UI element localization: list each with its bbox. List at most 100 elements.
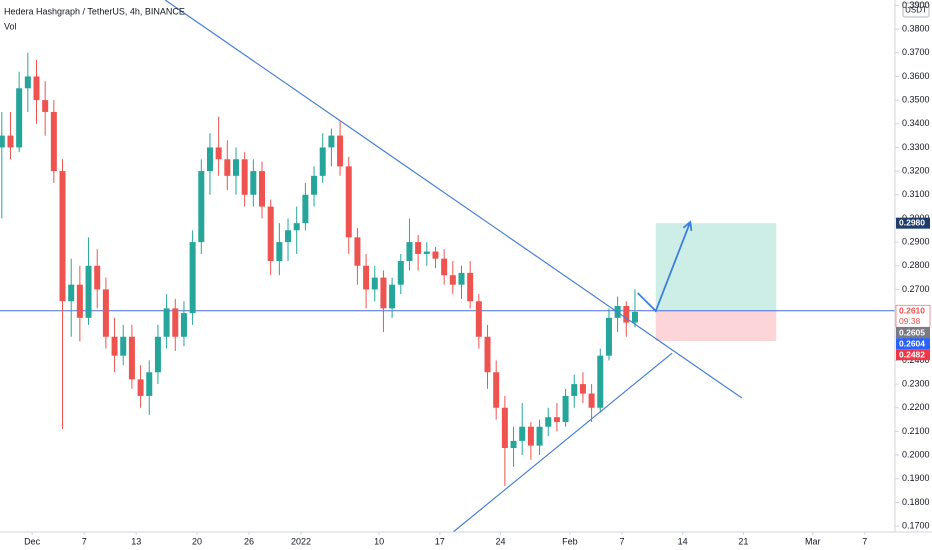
x-tick-label: 10	[374, 536, 384, 546]
candle-body	[545, 417, 552, 427]
candle-body	[605, 317, 612, 356]
candle-body	[154, 336, 161, 373]
x-tick-label: 13	[131, 536, 141, 546]
candle-body	[328, 135, 335, 148]
candle-body	[345, 166, 352, 238]
candle-body	[146, 372, 153, 396]
candle-body	[85, 265, 92, 318]
loss-zone	[655, 310, 777, 342]
arrow-head	[682, 220, 693, 232]
candle-body	[484, 336, 491, 373]
price-label: 0.2605	[899, 327, 925, 337]
x-tick-label: 24	[496, 536, 506, 546]
y-tick-label: 0.3700	[902, 47, 930, 57]
candle-body	[163, 308, 170, 337]
candle-body	[363, 265, 370, 290]
price-label: 0.2980	[899, 218, 925, 228]
x-tick-label: Dec	[24, 536, 41, 546]
candle-body	[519, 426, 526, 441]
price-label: 0.2610	[899, 305, 925, 315]
x-tick-label: 26	[244, 536, 254, 546]
candle-body	[397, 261, 404, 285]
candle-body	[7, 135, 14, 148]
profit-zone	[655, 223, 777, 311]
x-tick-label: 2022	[291, 536, 311, 546]
candle-body	[267, 206, 274, 262]
candle-body	[76, 284, 83, 318]
y-tick-label: 0.1900	[902, 473, 930, 483]
x-tick-label: 7	[619, 536, 624, 546]
x-tick-label: 14	[678, 536, 688, 546]
candle-body	[224, 159, 231, 176]
y-tick-label: 0.1800	[902, 497, 930, 507]
candle-body	[510, 440, 517, 448]
y-tick-label: 0.2700	[902, 284, 930, 294]
candle-body	[475, 301, 482, 337]
candle-body	[302, 194, 309, 224]
x-tick-label: 20	[192, 536, 202, 546]
candle-body	[415, 242, 422, 254]
candle-body	[293, 223, 300, 231]
price-label: 0.2604	[899, 338, 925, 348]
path-arrow	[637, 221, 692, 313]
price-label-bg	[896, 217, 930, 229]
y-tick-label: 0.3800	[902, 23, 930, 33]
candle-body	[250, 171, 257, 195]
y-tick-label: 0.2900	[902, 236, 930, 246]
candle-body	[337, 135, 344, 167]
trend-line	[452, 352, 673, 533]
price-label-bg	[896, 327, 930, 339]
candle-body	[50, 111, 57, 172]
candle-body	[0, 135, 5, 148]
candle-body	[579, 384, 586, 394]
candle-body	[215, 147, 222, 160]
candle-body	[449, 275, 456, 285]
candle-body	[631, 311, 638, 323]
trend-line	[164, 0, 743, 399]
price-label-bg	[896, 349, 930, 361]
candle-body	[588, 393, 595, 408]
candle-body	[102, 289, 109, 337]
candle-body	[137, 379, 144, 396]
x-tick-label: Mar	[805, 536, 821, 546]
currency-box[interactable]	[902, 2, 930, 18]
candle-body	[319, 147, 326, 176]
candle-body	[111, 336, 118, 356]
candle-body	[371, 277, 378, 290]
candle-body	[441, 258, 448, 276]
y-tick-label: 0.3400	[902, 118, 930, 128]
y-tick-label: 0.3200	[902, 165, 930, 175]
candle-body	[24, 76, 31, 89]
candle-body	[128, 336, 135, 380]
price-label: 0.2482	[899, 349, 925, 359]
x-tick-label: 7	[82, 536, 87, 546]
candle-body	[206, 147, 213, 172]
price-label-bg	[896, 338, 930, 350]
y-tick-label: 0.3100	[902, 189, 930, 199]
x-tick-label: Feb	[562, 536, 578, 546]
x-tick-label: 17	[435, 536, 445, 546]
y-tick-label: 0.3900	[902, 0, 930, 10]
candle-body	[501, 407, 508, 448]
y-tick-label: 0.3300	[902, 142, 930, 152]
candle-body	[33, 76, 40, 101]
y-tick-label: 0.1700	[902, 520, 930, 530]
y-tick-label: 0.2800	[902, 260, 930, 270]
chart-title: Hedera Hashgraph / TetherUS, 4h, BINANCE	[4, 6, 185, 16]
countdown-label: 09:38	[899, 316, 921, 326]
candle-body	[389, 284, 396, 309]
candle-body	[493, 372, 500, 408]
y-tick-label: 0.2000	[902, 449, 930, 459]
candle-body	[406, 242, 413, 262]
candle-body	[553, 417, 560, 422]
candle-body	[285, 230, 292, 243]
candle-body	[354, 237, 361, 266]
currency-label[interactable]: USDT	[905, 6, 927, 15]
candle-body	[597, 355, 604, 408]
y-tick-label: 0.3500	[902, 94, 930, 104]
candle-body	[423, 251, 430, 254]
candle-body	[59, 171, 66, 302]
candle-body	[458, 272, 465, 285]
candle-body	[536, 426, 543, 446]
